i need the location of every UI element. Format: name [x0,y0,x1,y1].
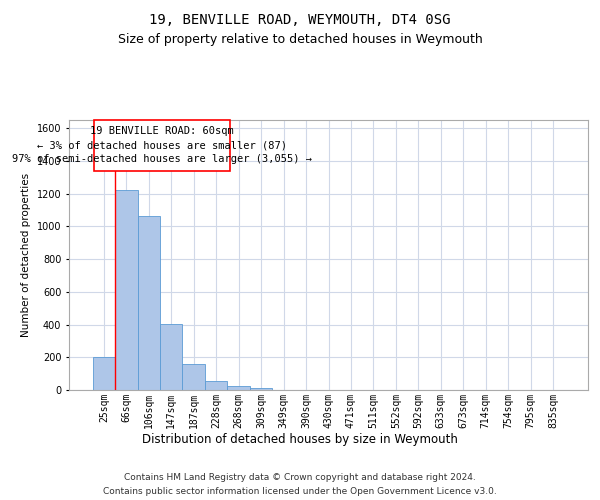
Text: Distribution of detached houses by size in Weymouth: Distribution of detached houses by size … [142,432,458,446]
Bar [227,386,250,390]
Bar [94,120,230,170]
Y-axis label: Number of detached properties: Number of detached properties [21,173,31,337]
Text: Contains HM Land Registry data © Crown copyright and database right 2024.: Contains HM Land Registry data © Crown c… [124,472,476,482]
Bar [250,388,272,390]
Bar [115,190,137,390]
Bar [137,216,160,390]
Bar [205,381,227,390]
Text: Size of property relative to detached houses in Weymouth: Size of property relative to detached ho… [118,32,482,46]
Bar [182,364,205,390]
Text: 19 BENVILLE ROAD: 60sqm
← 3% of detached houses are smaller (87)
97% of semi-det: 19 BENVILLE ROAD: 60sqm ← 3% of detached… [11,126,311,164]
Text: 19, BENVILLE ROAD, WEYMOUTH, DT4 0SG: 19, BENVILLE ROAD, WEYMOUTH, DT4 0SG [149,12,451,26]
Bar [92,358,115,390]
Bar [160,324,182,390]
Text: Contains public sector information licensed under the Open Government Licence v3: Contains public sector information licen… [103,488,497,496]
